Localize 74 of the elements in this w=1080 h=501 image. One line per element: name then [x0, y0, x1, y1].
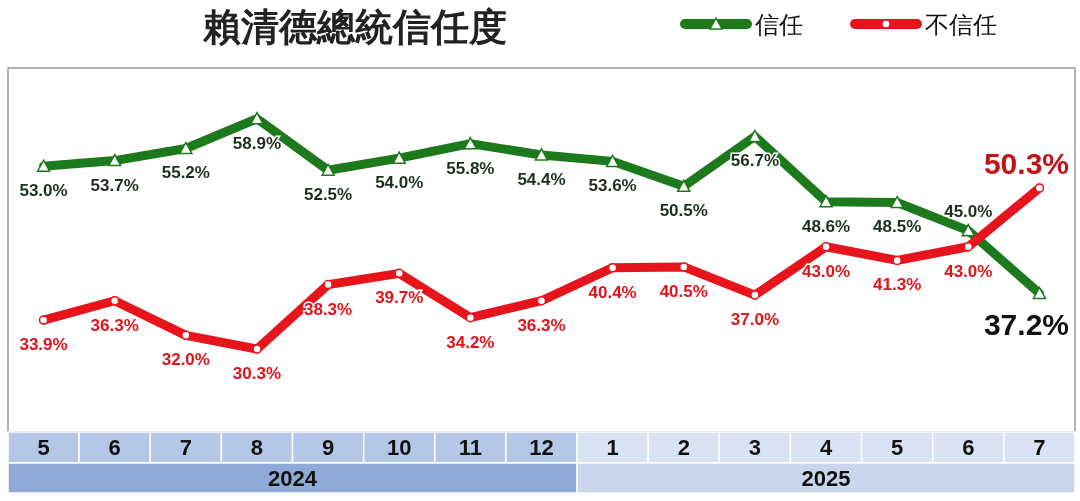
point [963, 242, 974, 252]
x-tick-label: 8 [250, 435, 264, 460]
data-label: 38.3% [304, 299, 353, 319]
data-label: 36.3% [517, 315, 566, 335]
x-tick-label: 12 [529, 435, 554, 460]
point [321, 163, 335, 176]
point [252, 344, 262, 354]
point [179, 141, 193, 155]
data-label: 34.2% [446, 332, 495, 352]
data-label: 39.7% [375, 288, 424, 308]
legend-label: 不信任 [925, 11, 997, 38]
x-tick-label: 5 [37, 435, 50, 460]
point [748, 129, 762, 143]
point [890, 195, 904, 209]
data-label: 50.5% [659, 201, 708, 221]
point [107, 153, 122, 167]
data-label: 52.5% [304, 185, 353, 205]
data-label: 32.0% [161, 350, 210, 370]
data-label: 33.9% [19, 335, 68, 355]
data-label: 54.0% [375, 173, 424, 193]
text: 2024 [268, 466, 318, 491]
data-label: 54.4% [517, 169, 566, 189]
x-tick-label: 7 [179, 435, 192, 460]
point [821, 242, 831, 252]
data-label: 48.5% [873, 217, 922, 237]
text: 2025 [801, 466, 851, 491]
x-tick-label: 3 [748, 435, 762, 460]
data-label: 53.7% [90, 175, 139, 195]
point [323, 279, 333, 290]
legend-label: 信任 [755, 11, 803, 38]
x-tick-label: 2 [677, 435, 690, 460]
point [1032, 286, 1047, 300]
data-label: 53.6% [588, 176, 637, 196]
point [750, 290, 760, 300]
point [819, 194, 833, 208]
point [36, 159, 51, 172]
point [679, 262, 689, 272]
data-label: 41.3% [873, 275, 922, 295]
data-label: 53.0% [19, 181, 68, 201]
point [1034, 183, 1045, 193]
data-label: 37.2% [983, 308, 1069, 342]
data-label: 58.9% [232, 133, 282, 153]
data-label: 55.8% [446, 158, 495, 178]
point [250, 111, 264, 125]
data-label: 37.0% [730, 310, 779, 330]
data-label: 45.0% [944, 201, 993, 221]
data-label: 30.3% [232, 364, 282, 384]
x-tick-label: 10 [386, 435, 412, 460]
chart-title: 賴清德總統信任度 [202, 6, 507, 48]
data-label: 50.3% [983, 146, 1069, 180]
point [181, 330, 191, 341]
data-label: 40.5% [659, 281, 708, 301]
point [892, 255, 902, 266]
x-tick-label: 6 [962, 435, 975, 460]
x-tick-label: 7 [1033, 435, 1046, 460]
data-label: 43.0% [944, 261, 993, 281]
data-label: 48.6% [801, 216, 851, 236]
point [677, 179, 691, 193]
data-label: 55.2% [161, 163, 210, 183]
data-label: 40.4% [588, 282, 637, 302]
x-tick-label: 11 [458, 435, 482, 460]
x-tick-label: 5 [891, 435, 904, 460]
data-label: 43.0% [801, 261, 851, 281]
x-tick-label: 6 [108, 435, 121, 460]
x-tick-label: 4 [819, 435, 833, 460]
point [392, 151, 406, 164]
point [536, 295, 547, 306]
point [463, 136, 478, 150]
data-label: 56.7% [730, 151, 779, 171]
point [534, 148, 549, 161]
data-label: 36.3% [90, 315, 139, 335]
x-tick-label: 9 [321, 435, 335, 460]
point [605, 154, 620, 168]
x-tick-label: 1 [606, 435, 619, 460]
